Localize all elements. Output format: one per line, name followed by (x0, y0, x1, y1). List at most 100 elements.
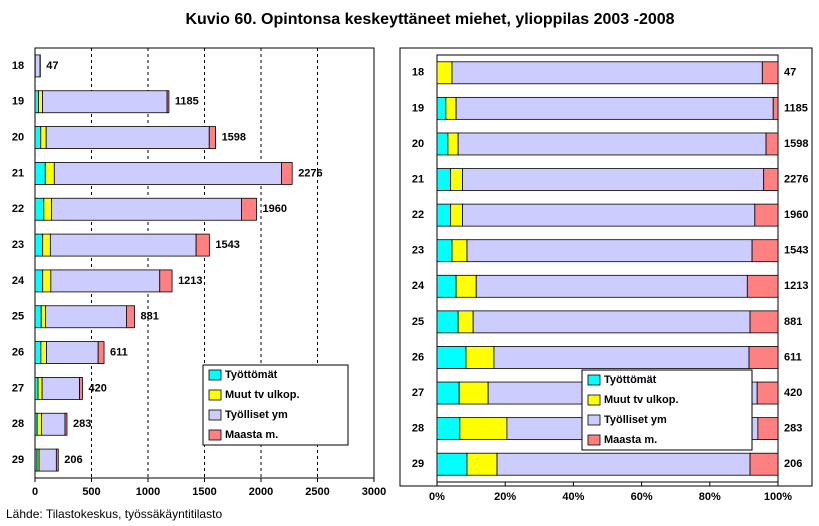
y-tick-label: 23 (412, 245, 424, 257)
x-tick-label: 60% (631, 491, 653, 503)
total-label: 1213 (178, 275, 202, 287)
source-note: Lähde: Tilastokeskus, työssäkäyntitilast… (6, 507, 222, 521)
bar-segment (436, 417, 461, 441)
y-tick-label: 25 (412, 316, 424, 328)
total-label: 1185 (175, 96, 199, 108)
y-tick-label: 26 (12, 346, 24, 358)
total-label: 420 (784, 387, 802, 399)
x-tick-label: 1500 (192, 486, 216, 498)
x-tick-label: 1000 (136, 486, 160, 498)
bar-segment (458, 381, 489, 405)
y-tick-label: 22 (12, 203, 24, 215)
bar-segment (42, 233, 51, 257)
total-label: 1213 (784, 280, 808, 292)
total-label: 206 (784, 458, 802, 470)
bar-segment (53, 162, 282, 185)
legend-swatch (587, 394, 601, 406)
bar-segment (36, 412, 42, 436)
legend-label: Maasta m. (225, 429, 278, 441)
bar-segment (38, 90, 43, 114)
bar-segment (34, 54, 41, 78)
total-label: 283 (784, 423, 802, 435)
bar-segment (451, 239, 468, 263)
y-tick-label: 21 (412, 173, 424, 185)
bar-segment (159, 269, 173, 293)
bar-segment (195, 233, 210, 257)
bar-segment (34, 269, 44, 293)
bar-segment (40, 126, 47, 149)
y-tick-label: 25 (12, 311, 24, 323)
bar-segment (436, 203, 452, 227)
bar-segment (41, 412, 66, 436)
bar-segment (166, 90, 170, 114)
total-label: 2276 (298, 167, 322, 179)
legend-label: Maasta m. (604, 434, 657, 446)
x-tick-label: 40% (562, 491, 584, 503)
bar-segment (241, 197, 257, 221)
y-tick-label: 23 (12, 239, 24, 251)
bar-segment (749, 310, 779, 334)
bar-segment (281, 162, 293, 185)
total-label: 206 (64, 454, 82, 466)
total-label: 1960 (784, 209, 808, 221)
bar-segment (79, 377, 83, 400)
bar-segment (761, 61, 779, 85)
x-tick-label: 500 (82, 486, 100, 498)
bar-segment (445, 96, 457, 120)
bar-segment (50, 269, 161, 293)
total-label: 1543 (215, 239, 239, 251)
bar-segment (763, 168, 779, 191)
bar-segment (450, 203, 463, 227)
bar-segment (41, 377, 80, 400)
bar-segment (45, 305, 127, 329)
legend (581, 369, 753, 451)
x-tick-label: 0% (429, 491, 445, 503)
plot-frame (399, 47, 813, 487)
legend (202, 364, 349, 446)
total-label: 420 (88, 382, 106, 394)
x-tick-label: 3000 (362, 486, 386, 498)
bar-segment (64, 412, 68, 436)
y-tick-label: 19 (12, 96, 24, 108)
legend-swatch (587, 414, 601, 426)
total-label: 1185 (784, 102, 808, 114)
bar-segment (43, 197, 53, 221)
total-label: 611 (110, 346, 128, 358)
bar-segment (436, 132, 449, 156)
bar-segment (754, 203, 779, 227)
bar-segment (38, 448, 57, 472)
legend-label: Työttömät (604, 374, 657, 386)
bar-segment (462, 168, 765, 191)
bar-segment (436, 381, 460, 405)
y-tick-label: 24 (12, 275, 25, 287)
bar-segment (208, 126, 216, 149)
bar-segment (40, 341, 47, 364)
bar-segment (466, 452, 498, 476)
total-label: 611 (784, 351, 802, 363)
legend-label: Työlliset ym (225, 409, 288, 421)
total-label: 47 (784, 67, 796, 79)
legend-swatch (208, 429, 222, 441)
bar-segment (447, 132, 459, 156)
bar-segment (46, 341, 99, 364)
x-tick-label: 20% (494, 491, 516, 503)
bar-segment (34, 162, 46, 185)
total-label: 1960 (262, 203, 286, 215)
total-label: 881 (784, 316, 802, 328)
bar-segment (55, 448, 59, 472)
bar-segment (42, 90, 168, 114)
bar-segment (496, 452, 751, 476)
bar-segment (37, 377, 43, 400)
y-tick-label: 29 (12, 454, 24, 466)
bar-segment (34, 341, 42, 364)
y-tick-label: 20 (412, 138, 424, 150)
bar-segment (34, 377, 39, 400)
legend-label: Työlliset ym (604, 414, 667, 426)
bar-segment (455, 274, 477, 298)
x-tick-label: 100% (764, 491, 792, 503)
y-tick-label: 18 (12, 60, 24, 72)
total-label: 2276 (784, 173, 808, 185)
bar-segment (751, 239, 779, 263)
bar-segment (34, 233, 44, 257)
